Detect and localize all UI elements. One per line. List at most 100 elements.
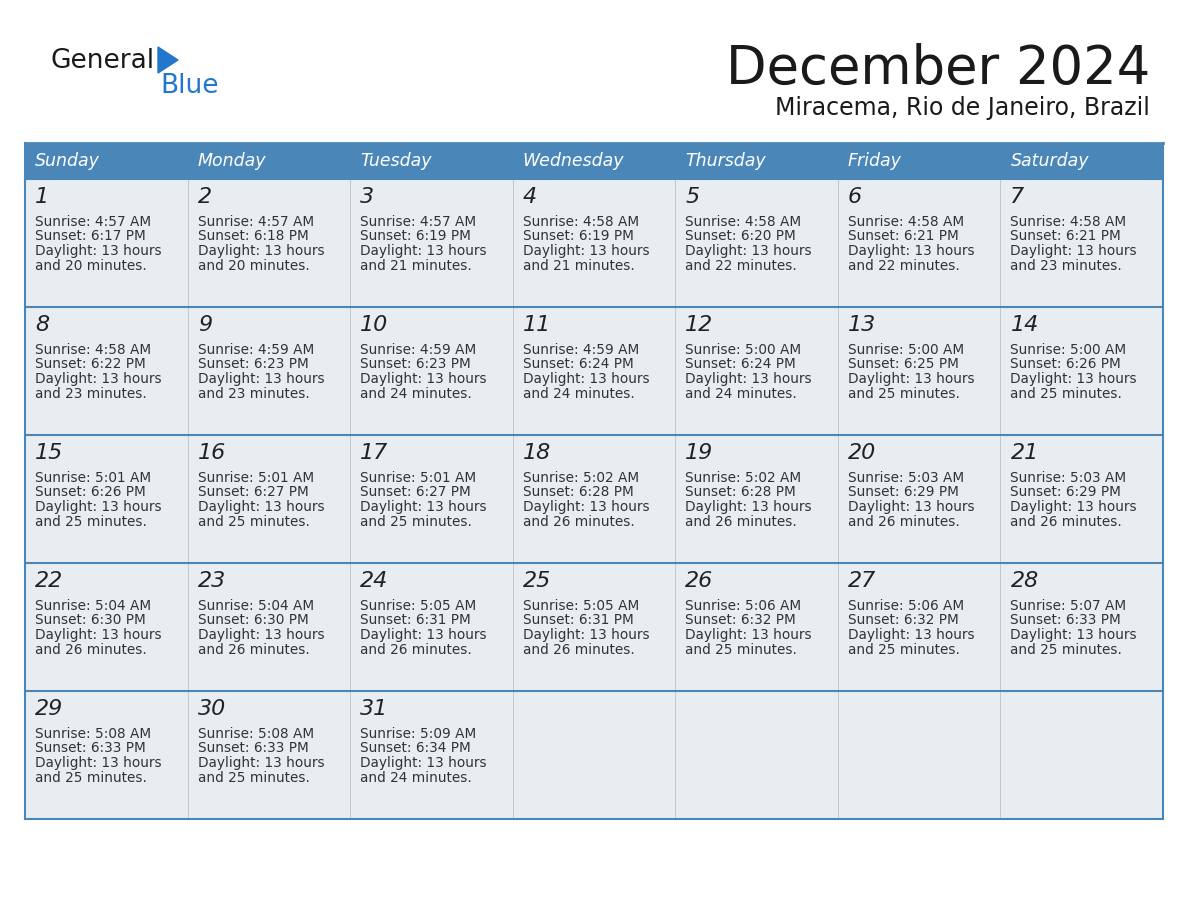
Bar [25, 179, 1163, 307]
Text: 21: 21 [1011, 443, 1038, 463]
Text: 31: 31 [360, 699, 388, 719]
Text: Sunrise: 4:58 AM: Sunrise: 4:58 AM [685, 215, 802, 229]
Text: Sunrise: 5:08 AM: Sunrise: 5:08 AM [197, 727, 314, 741]
Text: and 26 minutes.: and 26 minutes. [197, 643, 309, 656]
Text: Sunset: 6:33 PM: Sunset: 6:33 PM [1011, 613, 1121, 628]
Text: Sunset: 6:18 PM: Sunset: 6:18 PM [197, 230, 309, 243]
Text: and 22 minutes.: and 22 minutes. [848, 259, 960, 273]
Text: Daylight: 13 hours: Daylight: 13 hours [360, 372, 487, 386]
Text: Sunrise: 4:59 AM: Sunrise: 4:59 AM [197, 343, 314, 357]
Text: Sunset: 6:34 PM: Sunset: 6:34 PM [360, 742, 470, 756]
Text: Daylight: 13 hours: Daylight: 13 hours [685, 372, 811, 386]
Text: Sunrise: 4:57 AM: Sunrise: 4:57 AM [197, 215, 314, 229]
Text: 4: 4 [523, 187, 537, 207]
Text: and 26 minutes.: and 26 minutes. [1011, 514, 1123, 529]
Text: Daylight: 13 hours: Daylight: 13 hours [360, 628, 487, 642]
Text: and 25 minutes.: and 25 minutes. [360, 514, 472, 529]
Text: Sunset: 6:32 PM: Sunset: 6:32 PM [848, 613, 959, 628]
Text: Daylight: 13 hours: Daylight: 13 hours [1011, 372, 1137, 386]
Text: Daylight: 13 hours: Daylight: 13 hours [34, 628, 162, 642]
Text: Daylight: 13 hours: Daylight: 13 hours [1011, 628, 1137, 642]
Text: 29: 29 [34, 699, 63, 719]
Text: 1: 1 [34, 187, 49, 207]
Text: Sunset: 6:23 PM: Sunset: 6:23 PM [197, 357, 309, 372]
Text: 2: 2 [197, 187, 211, 207]
Text: Friday: Friday [848, 152, 902, 170]
Text: 13: 13 [848, 315, 876, 335]
Text: Sunset: 6:24 PM: Sunset: 6:24 PM [523, 357, 633, 372]
Text: Sunrise: 5:06 AM: Sunrise: 5:06 AM [685, 599, 802, 613]
Text: Sunset: 6:20 PM: Sunset: 6:20 PM [685, 230, 796, 243]
Text: Sunrise: 5:00 AM: Sunrise: 5:00 AM [848, 343, 963, 357]
Text: Daylight: 13 hours: Daylight: 13 hours [34, 756, 162, 770]
Text: 11: 11 [523, 315, 551, 335]
Text: Sunrise: 5:03 AM: Sunrise: 5:03 AM [848, 471, 963, 485]
Text: Daylight: 13 hours: Daylight: 13 hours [197, 500, 324, 514]
Text: Sunrise: 5:01 AM: Sunrise: 5:01 AM [34, 471, 151, 485]
Text: 22: 22 [34, 571, 63, 591]
Text: Daylight: 13 hours: Daylight: 13 hours [34, 372, 162, 386]
Text: Sunset: 6:33 PM: Sunset: 6:33 PM [197, 742, 309, 756]
Text: 18: 18 [523, 443, 551, 463]
Text: Daylight: 13 hours: Daylight: 13 hours [523, 244, 650, 258]
Text: 7: 7 [1011, 187, 1024, 207]
Bar [25, 307, 1163, 435]
Text: Sunset: 6:31 PM: Sunset: 6:31 PM [360, 613, 470, 628]
Text: Daylight: 13 hours: Daylight: 13 hours [34, 244, 162, 258]
Text: Daylight: 13 hours: Daylight: 13 hours [685, 500, 811, 514]
Text: and 20 minutes.: and 20 minutes. [197, 259, 309, 273]
Text: Sunrise: 4:58 AM: Sunrise: 4:58 AM [1011, 215, 1126, 229]
Text: 10: 10 [360, 315, 388, 335]
Text: Daylight: 13 hours: Daylight: 13 hours [197, 628, 324, 642]
Text: 8: 8 [34, 315, 49, 335]
Text: Sunrise: 4:57 AM: Sunrise: 4:57 AM [34, 215, 151, 229]
Text: Sunset: 6:30 PM: Sunset: 6:30 PM [34, 613, 146, 628]
Text: and 26 minutes.: and 26 minutes. [685, 514, 797, 529]
Text: 17: 17 [360, 443, 388, 463]
Text: Sunrise: 5:08 AM: Sunrise: 5:08 AM [34, 727, 151, 741]
Text: and 26 minutes.: and 26 minutes. [848, 514, 960, 529]
Text: Daylight: 13 hours: Daylight: 13 hours [34, 500, 162, 514]
Polygon shape [158, 47, 178, 73]
Text: Sunrise: 4:58 AM: Sunrise: 4:58 AM [848, 215, 963, 229]
Text: Sunset: 6:21 PM: Sunset: 6:21 PM [848, 230, 959, 243]
Text: Daylight: 13 hours: Daylight: 13 hours [523, 372, 650, 386]
Text: and 26 minutes.: and 26 minutes. [523, 643, 634, 656]
Text: Saturday: Saturday [1011, 152, 1089, 170]
Text: Daylight: 13 hours: Daylight: 13 hours [197, 372, 324, 386]
Text: Daylight: 13 hours: Daylight: 13 hours [1011, 244, 1137, 258]
Text: 24: 24 [360, 571, 388, 591]
Text: Sunset: 6:23 PM: Sunset: 6:23 PM [360, 357, 470, 372]
Text: and 23 minutes.: and 23 minutes. [1011, 259, 1123, 273]
Text: 20: 20 [848, 443, 876, 463]
Text: Daylight: 13 hours: Daylight: 13 hours [523, 628, 650, 642]
Text: Sunrise: 4:58 AM: Sunrise: 4:58 AM [523, 215, 639, 229]
Text: Sunset: 6:26 PM: Sunset: 6:26 PM [1011, 357, 1121, 372]
Text: and 21 minutes.: and 21 minutes. [523, 259, 634, 273]
Text: Sunset: 6:27 PM: Sunset: 6:27 PM [360, 486, 470, 499]
Text: Thursday: Thursday [685, 152, 766, 170]
Text: Sunrise: 5:09 AM: Sunrise: 5:09 AM [360, 727, 476, 741]
Text: Sunset: 6:27 PM: Sunset: 6:27 PM [197, 486, 309, 499]
Text: Sunset: 6:32 PM: Sunset: 6:32 PM [685, 613, 796, 628]
Text: 25: 25 [523, 571, 551, 591]
Text: Tuesday: Tuesday [360, 152, 431, 170]
Text: Daylight: 13 hours: Daylight: 13 hours [685, 628, 811, 642]
Text: and 25 minutes.: and 25 minutes. [848, 386, 960, 400]
Text: Sunrise: 5:01 AM: Sunrise: 5:01 AM [197, 471, 314, 485]
Text: Sunrise: 5:05 AM: Sunrise: 5:05 AM [523, 599, 639, 613]
Text: Sunrise: 5:02 AM: Sunrise: 5:02 AM [523, 471, 639, 485]
Text: Sunrise: 5:00 AM: Sunrise: 5:00 AM [685, 343, 802, 357]
Text: Sunrise: 4:58 AM: Sunrise: 4:58 AM [34, 343, 151, 357]
Text: 27: 27 [848, 571, 876, 591]
Text: Sunset: 6:24 PM: Sunset: 6:24 PM [685, 357, 796, 372]
Text: Daylight: 13 hours: Daylight: 13 hours [848, 628, 974, 642]
Text: Daylight: 13 hours: Daylight: 13 hours [848, 372, 974, 386]
Text: Daylight: 13 hours: Daylight: 13 hours [360, 500, 487, 514]
Text: Sunrise: 5:00 AM: Sunrise: 5:00 AM [1011, 343, 1126, 357]
Text: and 25 minutes.: and 25 minutes. [1011, 643, 1123, 656]
Text: Sunrise: 5:05 AM: Sunrise: 5:05 AM [360, 599, 476, 613]
Text: Daylight: 13 hours: Daylight: 13 hours [360, 244, 487, 258]
Text: and 25 minutes.: and 25 minutes. [1011, 386, 1123, 400]
Text: and 22 minutes.: and 22 minutes. [685, 259, 797, 273]
